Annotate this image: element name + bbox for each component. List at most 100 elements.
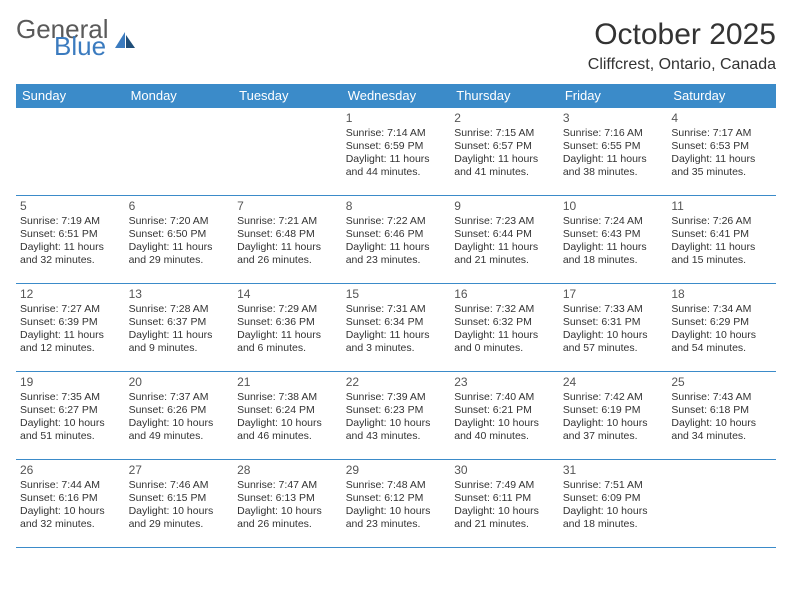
sunset-line: Sunset: 6:39 PM (20, 316, 121, 329)
sunrise-line: Sunrise: 7:49 AM (454, 479, 555, 492)
daylight-line: Daylight: 10 hours and 43 minutes. (346, 417, 447, 443)
day-header: Friday (559, 84, 668, 108)
sunset-line: Sunset: 6:59 PM (346, 140, 447, 153)
calendar-day: 21Sunrise: 7:38 AMSunset: 6:24 PMDayligh… (233, 372, 342, 460)
sunrise-line: Sunrise: 7:43 AM (671, 391, 772, 404)
calendar-day: 9Sunrise: 7:23 AMSunset: 6:44 PMDaylight… (450, 196, 559, 284)
calendar-day: 26Sunrise: 7:44 AMSunset: 6:16 PMDayligh… (16, 460, 125, 548)
calendar-day: 13Sunrise: 7:28 AMSunset: 6:37 PMDayligh… (125, 284, 234, 372)
daylight-line: Daylight: 10 hours and 18 minutes. (563, 505, 664, 531)
sunset-line: Sunset: 6:13 PM (237, 492, 338, 505)
day-header: Saturday (667, 84, 776, 108)
day-number: 18 (671, 287, 772, 302)
sunset-line: Sunset: 6:36 PM (237, 316, 338, 329)
sunset-line: Sunset: 6:12 PM (346, 492, 447, 505)
day-number: 29 (346, 463, 447, 478)
calendar-day: 15Sunrise: 7:31 AMSunset: 6:34 PMDayligh… (342, 284, 451, 372)
day-number: 10 (563, 199, 664, 214)
day-number: 26 (20, 463, 121, 478)
sunset-line: Sunset: 6:24 PM (237, 404, 338, 417)
sunset-line: Sunset: 6:15 PM (129, 492, 230, 505)
calendar-day: 17Sunrise: 7:33 AMSunset: 6:31 PMDayligh… (559, 284, 668, 372)
sunset-line: Sunset: 6:18 PM (671, 404, 772, 417)
daylight-line: Daylight: 11 hours and 3 minutes. (346, 329, 447, 355)
calendar-day: 22Sunrise: 7:39 AMSunset: 6:23 PMDayligh… (342, 372, 451, 460)
calendar-day: 11Sunrise: 7:26 AMSunset: 6:41 PMDayligh… (667, 196, 776, 284)
sunrise-line: Sunrise: 7:46 AM (129, 479, 230, 492)
daylight-line: Daylight: 10 hours and 37 minutes. (563, 417, 664, 443)
sunrise-line: Sunrise: 7:51 AM (563, 479, 664, 492)
calendar-day: 1Sunrise: 7:14 AMSunset: 6:59 PMDaylight… (342, 108, 451, 196)
day-number: 5 (20, 199, 121, 214)
calendar-day: 19Sunrise: 7:35 AMSunset: 6:27 PMDayligh… (16, 372, 125, 460)
sunset-line: Sunset: 6:09 PM (563, 492, 664, 505)
calendar-page: General Blue October 2025 Cliffcrest, On… (0, 0, 792, 548)
day-number: 7 (237, 199, 338, 214)
day-number: 1 (346, 111, 447, 126)
sunrise-line: Sunrise: 7:22 AM (346, 215, 447, 228)
calendar-week: 12Sunrise: 7:27 AMSunset: 6:39 PMDayligh… (16, 284, 776, 372)
sunset-line: Sunset: 6:41 PM (671, 228, 772, 241)
calendar-day: 18Sunrise: 7:34 AMSunset: 6:29 PMDayligh… (667, 284, 776, 372)
day-header: Thursday (450, 84, 559, 108)
daylight-line: Daylight: 11 hours and 32 minutes. (20, 241, 121, 267)
day-number: 27 (129, 463, 230, 478)
location: Cliffcrest, Ontario, Canada (588, 56, 776, 74)
day-number: 3 (563, 111, 664, 126)
calendar-day: 10Sunrise: 7:24 AMSunset: 6:43 PMDayligh… (559, 196, 668, 284)
daylight-line: Daylight: 11 hours and 35 minutes. (671, 153, 772, 179)
daylight-line: Daylight: 10 hours and 29 minutes. (129, 505, 230, 531)
calendar-day: 23Sunrise: 7:40 AMSunset: 6:21 PMDayligh… (450, 372, 559, 460)
daylight-line: Daylight: 11 hours and 23 minutes. (346, 241, 447, 267)
day-number: 13 (129, 287, 230, 302)
month-title: October 2025 (588, 18, 776, 52)
day-number: 21 (237, 375, 338, 390)
calendar-day: 29Sunrise: 7:48 AMSunset: 6:12 PMDayligh… (342, 460, 451, 548)
sunset-line: Sunset: 6:51 PM (20, 228, 121, 241)
calendar-day: 4Sunrise: 7:17 AMSunset: 6:53 PMDaylight… (667, 108, 776, 196)
calendar-day: 3Sunrise: 7:16 AMSunset: 6:55 PMDaylight… (559, 108, 668, 196)
day-number: 31 (563, 463, 664, 478)
sunrise-line: Sunrise: 7:27 AM (20, 303, 121, 316)
day-number: 17 (563, 287, 664, 302)
day-number: 22 (346, 375, 447, 390)
logo: General Blue (16, 18, 137, 59)
sunset-line: Sunset: 6:21 PM (454, 404, 555, 417)
sunset-line: Sunset: 6:29 PM (671, 316, 772, 329)
daylight-line: Daylight: 10 hours and 54 minutes. (671, 329, 772, 355)
calendar-table: SundayMondayTuesdayWednesdayThursdayFrid… (16, 84, 776, 548)
sunset-line: Sunset: 6:37 PM (129, 316, 230, 329)
sunset-line: Sunset: 6:16 PM (20, 492, 121, 505)
calendar-week: 19Sunrise: 7:35 AMSunset: 6:27 PMDayligh… (16, 372, 776, 460)
daylight-line: Daylight: 11 hours and 21 minutes. (454, 241, 555, 267)
sunset-line: Sunset: 6:57 PM (454, 140, 555, 153)
sunrise-line: Sunrise: 7:40 AM (454, 391, 555, 404)
calendar-day: 28Sunrise: 7:47 AMSunset: 6:13 PMDayligh… (233, 460, 342, 548)
sunset-line: Sunset: 6:44 PM (454, 228, 555, 241)
sunrise-line: Sunrise: 7:20 AM (129, 215, 230, 228)
sunrise-line: Sunrise: 7:28 AM (129, 303, 230, 316)
calendar-day: 6Sunrise: 7:20 AMSunset: 6:50 PMDaylight… (125, 196, 234, 284)
calendar-week: 5Sunrise: 7:19 AMSunset: 6:51 PMDaylight… (16, 196, 776, 284)
daylight-line: Daylight: 10 hours and 32 minutes. (20, 505, 121, 531)
logo-text-2: Blue (54, 35, 109, 58)
calendar-day: 8Sunrise: 7:22 AMSunset: 6:46 PMDaylight… (342, 196, 451, 284)
calendar-day: 5Sunrise: 7:19 AMSunset: 6:51 PMDaylight… (16, 196, 125, 284)
calendar-day: 7Sunrise: 7:21 AMSunset: 6:48 PMDaylight… (233, 196, 342, 284)
daylight-line: Daylight: 10 hours and 40 minutes. (454, 417, 555, 443)
calendar-day-empty (125, 108, 234, 196)
header: General Blue October 2025 Cliffcrest, On… (16, 18, 776, 74)
calendar-head: SundayMondayTuesdayWednesdayThursdayFrid… (16, 84, 776, 108)
sunset-line: Sunset: 6:48 PM (237, 228, 338, 241)
sunrise-line: Sunrise: 7:42 AM (563, 391, 664, 404)
sunset-line: Sunset: 6:26 PM (129, 404, 230, 417)
day-number: 24 (563, 375, 664, 390)
daylight-line: Daylight: 11 hours and 0 minutes. (454, 329, 555, 355)
day-number: 6 (129, 199, 230, 214)
sunset-line: Sunset: 6:43 PM (563, 228, 664, 241)
calendar-body: 1Sunrise: 7:14 AMSunset: 6:59 PMDaylight… (16, 108, 776, 548)
calendar-day: 20Sunrise: 7:37 AMSunset: 6:26 PMDayligh… (125, 372, 234, 460)
sunrise-line: Sunrise: 7:35 AM (20, 391, 121, 404)
calendar-day: 30Sunrise: 7:49 AMSunset: 6:11 PMDayligh… (450, 460, 559, 548)
daylight-line: Daylight: 10 hours and 49 minutes. (129, 417, 230, 443)
